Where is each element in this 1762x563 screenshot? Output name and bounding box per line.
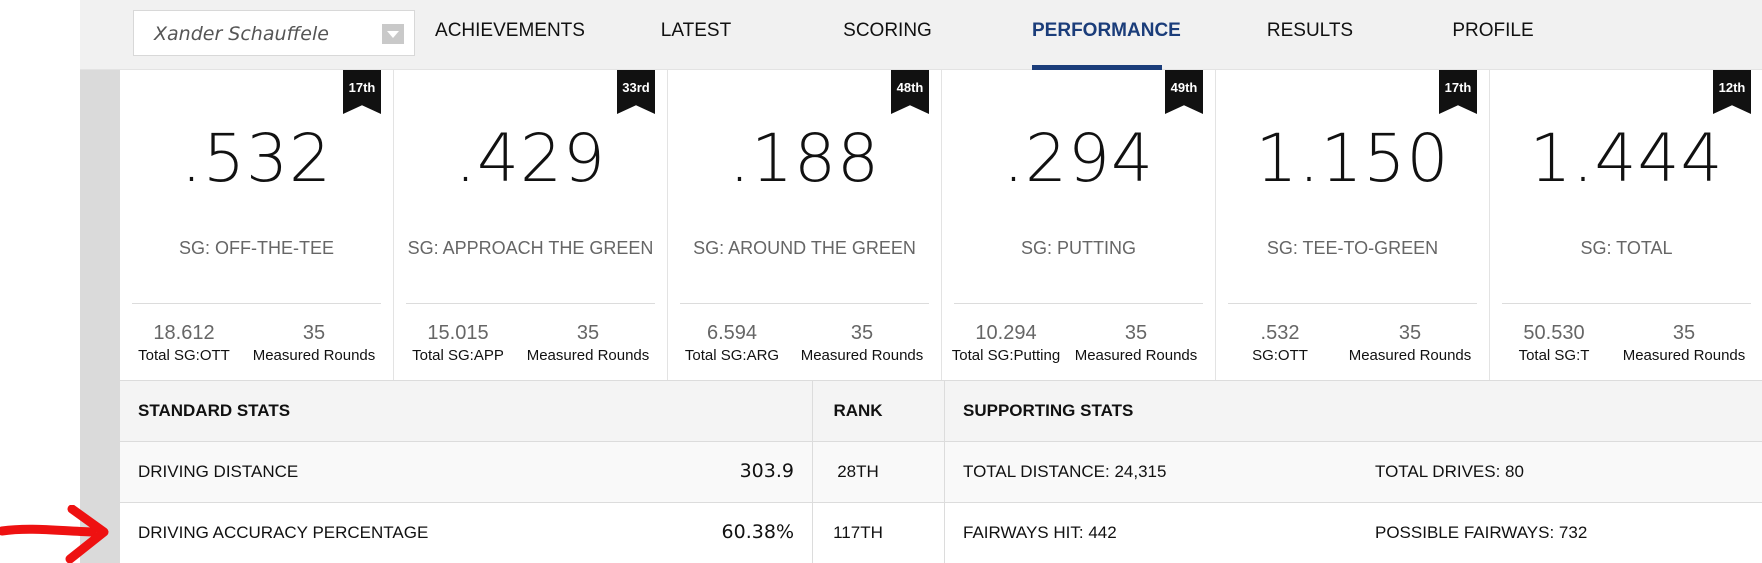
stat-value: .188 [729,120,880,197]
arrow-head [65,505,109,563]
rank-ribbon: 17th [1439,70,1477,114]
divider [1228,303,1477,304]
tab-achievements[interactable]: ACHIEVEMENTS [435,20,585,41]
table-row[interactable]: DRIVING DISTANCE 303.9 28TH TOTAL DISTAN… [120,441,1762,502]
stat-value: 60.38% [721,521,794,543]
stat-name[interactable]: DRIVING ACCURACY PERCENTAGE [138,523,429,542]
player-name: Xander Schauffele [154,23,329,45]
stat-card-total: 12th 1.444 SG: TOTAL 50.530 Total SG:T 35… [1490,70,1762,380]
sub-stat-total: 6.594 Total SG:ARG [684,322,780,364]
stat-name[interactable]: DRIVING DISTANCE [138,462,299,481]
stat-value: 1.150 [1255,120,1450,197]
stat-value: .532 [181,120,332,197]
sub-stat-rounds: 35 Measured Rounds [1074,322,1198,364]
rank-ribbon: 17th [343,70,381,114]
stat-rank: 117TH [833,523,883,542]
stats-table: STANDARD STATS RANK SUPPORTING STATS DRI… [120,380,1762,563]
standard-stats-heading: STANDARD STATS [138,401,291,420]
sub-stat-rounds: 35 Measured Rounds [800,322,924,364]
stat-card-off-the-tee: 17th .532 SG: OFF-THE-TEE 18.612 Total SG… [120,70,394,380]
tab-performance[interactable]: PERFORMANCE [1032,20,1181,70]
arrow-shaft [0,524,97,537]
stat-value: 303.9 [739,460,794,482]
stat-card-putting: 49th .294 SG: PUTTING 10.294 Total SG:Put… [942,70,1216,380]
divider [680,303,929,304]
red-arrow-annotation [0,505,109,563]
tab-results[interactable]: RESULTS [1266,20,1354,41]
column-divider [812,380,813,563]
sub-stat-total: 18.612 Total SG:OTT [138,322,230,364]
chevron-down-icon[interactable] [382,24,404,44]
stat-label: SG: PUTTING [1020,238,1136,258]
sub-stat-total: 15.015 Total SG:APP [412,322,504,364]
supporting-stats-heading: SUPPORTING STATS [963,401,1134,420]
stat-label: SG: AROUND THE GREEN [693,238,916,258]
rank-ribbon: 48th [891,70,929,114]
supporting-stat: POSSIBLE FAIRWAYS: 732 [1375,523,1588,542]
divider [954,303,1203,304]
stat-label: SG: APPROACH THE GREEN [407,238,654,258]
sub-stat-rounds: 35 Measured Rounds [1622,322,1746,364]
rank-ribbon: 49th [1165,70,1203,114]
table-header-row: STANDARD STATS RANK SUPPORTING STATS [120,380,1762,441]
tab-profile[interactable]: PROFILE [1452,20,1534,41]
rank-ribbon: 33rd [617,70,655,114]
supporting-stat: TOTAL DISTANCE: 24,315 [963,462,1167,481]
left-gutter [80,0,120,563]
tab-latest[interactable]: LATEST [660,20,732,41]
stat-rank: 28TH [837,462,879,481]
sub-stat-rounds: 35 Measured Rounds [1348,322,1472,364]
stat-value: .429 [455,120,606,197]
table-row[interactable]: DRIVING ACCURACY PERCENTAGE 60.38% 117TH… [120,502,1762,563]
sub-stat-rounds: 35 Measured Rounds [252,322,376,364]
supporting-stat: TOTAL DRIVES: 80 [1375,462,1524,481]
rank-ribbon: 12th [1713,70,1751,114]
stat-cards: 17th .532 SG: OFF-THE-TEE 18.612 Total SG… [120,70,1762,380]
stat-label: SG: TEE-TO-GREEN [1266,238,1439,258]
divider [132,303,381,304]
divider [1502,303,1751,304]
tab-scoring[interactable]: SCORING [843,20,932,41]
stat-value: .294 [1003,120,1154,197]
sub-stat-rounds: 35 Measured Rounds [526,322,650,364]
player-select[interactable]: Xander Schauffele [133,10,415,56]
stat-label: SG: OFF-THE-TEE [179,238,334,258]
supporting-stat: FAIRWAYS HIT: 442 [963,523,1117,542]
sub-stat-total: 50.530 Total SG:T [1518,322,1590,364]
rank-heading: RANK [833,401,883,420]
divider [406,303,655,304]
stat-card-around-green: 48th .188 SG: AROUND THE GREEN 6.594 Tota… [668,70,942,380]
stat-card-tee-to-green: 17th 1.150 SG: TEE-TO-GREEN .532 SG:OTT 3… [1216,70,1490,380]
stat-label: SG: TOTAL [1580,238,1673,258]
stats-header: Xander Schauffele ACHIEVEMENTS LATEST SC… [80,0,1762,70]
column-divider [944,380,945,563]
sub-stat-total: .532 SG:OTT [1252,322,1308,364]
stat-card-approach: 33rd .429 SG: APPROACH THE GREEN 15.015 T… [394,70,668,380]
stat-value: 1.444 [1529,120,1724,197]
sub-stat-total: 10.294 Total SG:Putting [951,322,1061,364]
